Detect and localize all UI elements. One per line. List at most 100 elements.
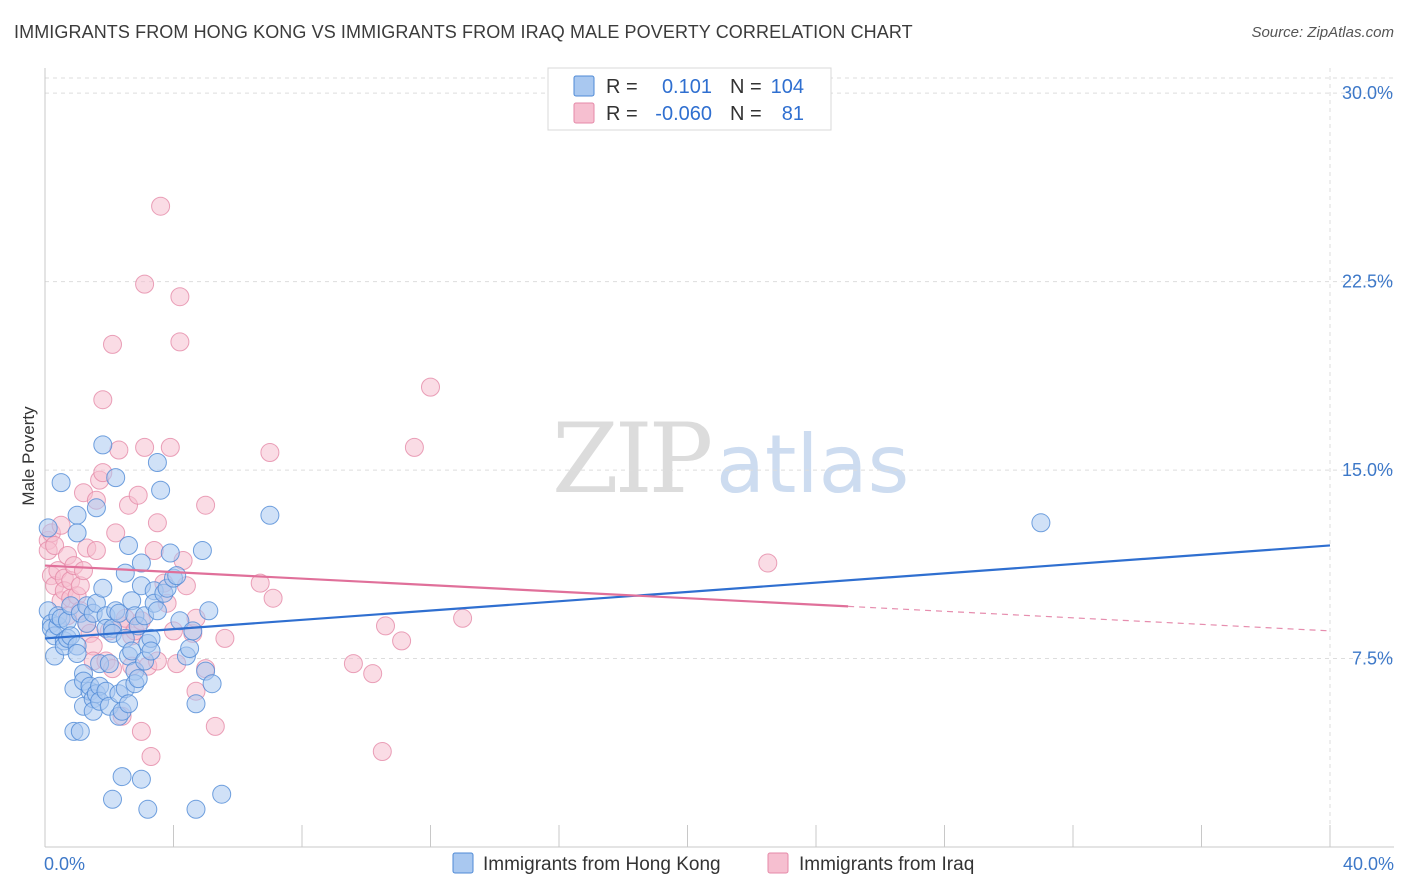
hong-kong-point xyxy=(106,468,126,488)
iraq-point xyxy=(128,485,148,505)
hong-kong-point xyxy=(180,639,200,658)
hong-kong-point xyxy=(212,784,232,804)
iraq-point xyxy=(135,437,155,457)
hong-kong-point xyxy=(67,505,87,525)
y-tick-label: 30.0% xyxy=(1342,83,1393,103)
iraq-point xyxy=(106,523,126,543)
watermark-zip: ZIP xyxy=(552,403,711,515)
hong-kong-point xyxy=(67,523,87,543)
y-axis-label: Male Poverty xyxy=(19,406,38,506)
hong-kong-point xyxy=(131,553,151,573)
iraq-point xyxy=(196,495,216,515)
hong-kong-point xyxy=(38,518,58,538)
watermark-atlas: atlas xyxy=(716,418,909,511)
iraq-point xyxy=(758,553,778,573)
hong-kong-point xyxy=(70,721,90,741)
hong-kong-point xyxy=(147,601,167,621)
iraq-point xyxy=(205,716,225,736)
hong-kong-point xyxy=(260,505,280,525)
hong-kong-point xyxy=(99,654,119,674)
iraq-point xyxy=(109,440,129,460)
iraq-point xyxy=(135,274,155,294)
legend-r-value-iraq: -0.060 xyxy=(655,103,712,125)
iraq-point xyxy=(103,334,122,354)
trend-layer xyxy=(44,544,1331,640)
hong-kong-point xyxy=(131,769,151,789)
hong-kong-point xyxy=(93,435,113,455)
iraq-point xyxy=(147,513,167,533)
hong-kong-point xyxy=(160,543,180,563)
hong-kong-point xyxy=(138,799,158,819)
series-swatch-hong-kong xyxy=(452,852,474,874)
iraq-point xyxy=(376,616,395,636)
stats-legend-frame xyxy=(547,67,832,131)
legend-n-value-hong-kong: 104 xyxy=(771,76,804,98)
iraq-point xyxy=(74,561,93,581)
legend-r-label: R = xyxy=(606,103,638,125)
hong-kong-point xyxy=(167,566,187,586)
hong-kong-point xyxy=(202,674,222,694)
x-tick-label-max: 40.0% xyxy=(1343,854,1394,874)
iraq-point xyxy=(93,390,113,410)
hong-kong-trend-line xyxy=(44,544,1331,640)
hong-kong-point xyxy=(186,799,206,819)
iraq-point xyxy=(453,608,473,628)
hong-kong-point xyxy=(122,641,142,661)
hong-kong-point xyxy=(199,601,219,621)
iraq-point xyxy=(343,654,363,674)
hong-kong-point xyxy=(67,644,87,663)
hong-kong-point xyxy=(141,641,161,661)
hong-kong-point xyxy=(115,563,135,583)
series-label-hong-kong: Immigrants from Hong Kong xyxy=(483,854,721,875)
hong-kong-point xyxy=(112,767,132,787)
hong-kong-point xyxy=(51,473,71,493)
hong-kong-point xyxy=(128,669,148,689)
stats-legend: R = 0.101 N = 104 R = -0.060 N = 81 xyxy=(547,67,832,131)
hong-kong-point xyxy=(119,536,138,555)
iraq-point xyxy=(170,332,190,352)
hong-kong-point xyxy=(186,694,206,714)
iraq-trend-extension xyxy=(848,605,1331,632)
series-label-iraq: Immigrants from Iraq xyxy=(799,854,974,875)
iraq-point xyxy=(160,437,180,457)
hong-kong-point xyxy=(170,611,190,631)
iraq-point xyxy=(215,628,235,648)
legend-r-label: R = xyxy=(606,76,638,98)
iraq-point xyxy=(250,573,270,593)
x-tick-label-min: 0.0% xyxy=(44,854,85,874)
iraq-trend-line xyxy=(44,564,849,608)
hong-kong-point xyxy=(192,541,212,560)
hong-kong-point xyxy=(183,621,203,641)
hong-kong-point xyxy=(147,453,167,472)
iraq-point xyxy=(260,443,280,462)
points-layer xyxy=(38,196,1051,819)
iraq-point xyxy=(141,747,161,766)
y-tick-label: 22.5% xyxy=(1342,272,1393,292)
iraq-point xyxy=(421,377,440,397)
iraq-point xyxy=(392,631,412,651)
hong-kong-point xyxy=(86,498,106,518)
legend-n-label: N = xyxy=(730,103,762,125)
hong-kong-point xyxy=(103,789,122,809)
legend-n-value-iraq: 81 xyxy=(782,103,804,125)
iraq-point xyxy=(404,437,424,457)
iraq-point xyxy=(263,588,283,608)
iraq-point xyxy=(45,536,65,555)
legend-n-label: N = xyxy=(730,76,762,98)
iraq-point xyxy=(372,742,392,761)
axis-layer xyxy=(44,68,1394,848)
legend-swatch-iraq xyxy=(573,102,595,124)
hong-kong-point xyxy=(119,694,138,714)
y-tick-label: 7.5% xyxy=(1352,649,1393,669)
iraq-point xyxy=(131,721,151,741)
iraq-point xyxy=(86,541,106,560)
source-label: Source: ZipAtlas.com xyxy=(1251,24,1394,41)
series-swatch-iraq xyxy=(767,852,789,874)
y-tick-label: 15.0% xyxy=(1342,460,1393,480)
hong-kong-point xyxy=(93,578,113,598)
iraq-point xyxy=(363,664,383,684)
iraq-point xyxy=(170,287,190,307)
series-legend: Immigrants from Hong Kong Immigrants fro… xyxy=(452,852,974,875)
hong-kong-point xyxy=(151,480,171,500)
